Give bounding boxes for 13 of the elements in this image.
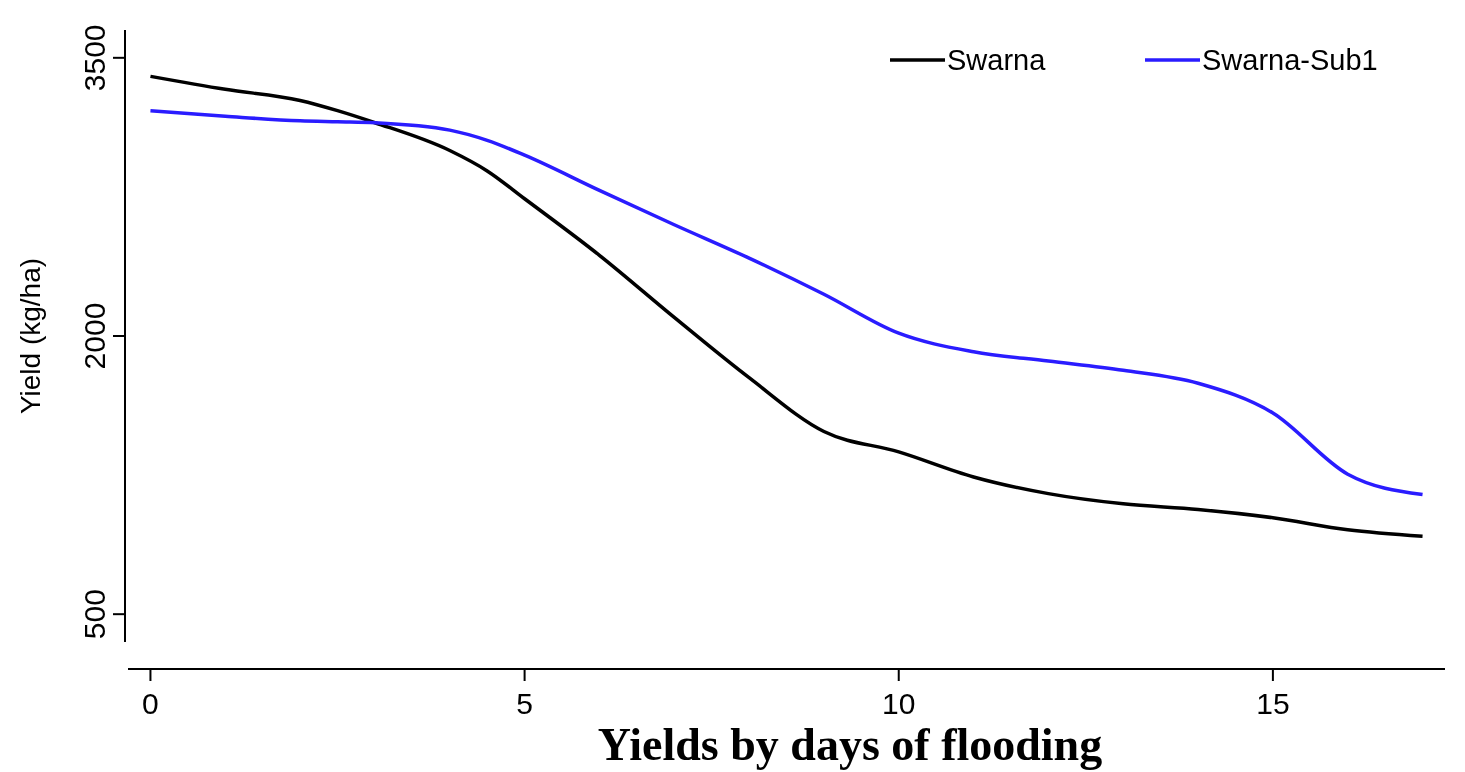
x-tick-label: 5 — [516, 687, 533, 720]
text: Yields by days of flooding — [597, 719, 1103, 770]
x-tick-label: 10 — [882, 687, 916, 720]
y-tick-label: 3500 — [78, 24, 111, 92]
legend-label: Swarna — [947, 44, 1047, 76]
y-tick-label: 500 — [78, 589, 111, 640]
legend-label: Swarna-Sub1 — [1202, 44, 1378, 76]
line-series — [148, 74, 1425, 539]
y-axis-title: Yield (kg/ha) — [15, 257, 46, 415]
y-tick-label: 2000 — [78, 302, 111, 370]
x-tick-label: 0 — [142, 687, 159, 720]
x-tick-label: 15 — [1256, 687, 1290, 720]
line-series — [148, 108, 1425, 497]
